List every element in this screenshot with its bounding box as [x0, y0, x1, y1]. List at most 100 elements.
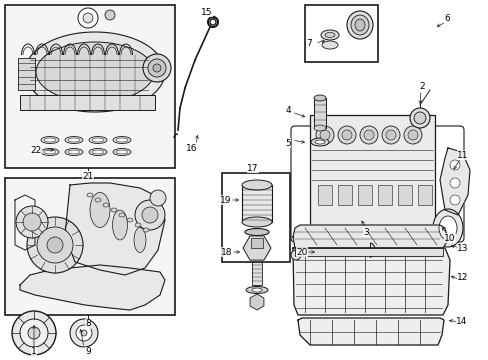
Ellipse shape — [68, 138, 80, 142]
Circle shape — [83, 13, 93, 23]
Text: 11: 11 — [456, 150, 468, 159]
Circle shape — [70, 319, 98, 347]
Circle shape — [315, 126, 333, 144]
Bar — [222, 173, 289, 262]
Ellipse shape — [116, 138, 128, 142]
Bar — [337, 185, 351, 205]
Bar — [309, 115, 434, 225]
Text: 4: 4 — [285, 105, 290, 114]
Ellipse shape — [111, 208, 117, 212]
Circle shape — [27, 217, 83, 273]
Polygon shape — [292, 248, 449, 315]
Circle shape — [409, 108, 429, 128]
Circle shape — [81, 330, 87, 336]
Bar — [5, 178, 175, 315]
Circle shape — [78, 8, 98, 28]
Ellipse shape — [438, 216, 456, 240]
Ellipse shape — [36, 42, 154, 102]
Circle shape — [337, 126, 355, 144]
Circle shape — [47, 237, 63, 253]
Ellipse shape — [245, 287, 267, 293]
Polygon shape — [65, 183, 164, 275]
Circle shape — [407, 130, 417, 140]
Ellipse shape — [325, 32, 334, 37]
Ellipse shape — [112, 210, 127, 240]
Text: 15: 15 — [201, 8, 212, 17]
Ellipse shape — [44, 150, 56, 154]
Polygon shape — [292, 225, 447, 248]
Text: 2: 2 — [418, 81, 424, 90]
Ellipse shape — [41, 136, 59, 144]
Bar — [250, 238, 263, 248]
Bar — [18, 58, 35, 90]
Ellipse shape — [320, 30, 338, 40]
Bar — [20, 95, 155, 110]
Ellipse shape — [313, 125, 325, 131]
Polygon shape — [439, 148, 469, 215]
Ellipse shape — [313, 95, 325, 101]
Ellipse shape — [41, 149, 59, 156]
Circle shape — [359, 126, 377, 144]
Circle shape — [153, 64, 161, 72]
Circle shape — [76, 325, 92, 341]
Bar — [5, 5, 175, 168]
Circle shape — [341, 130, 351, 140]
Circle shape — [449, 160, 459, 170]
Circle shape — [23, 213, 41, 231]
Circle shape — [319, 130, 329, 140]
Ellipse shape — [68, 150, 80, 154]
Text: 3: 3 — [363, 228, 368, 237]
Text: 5: 5 — [285, 139, 290, 148]
Text: 13: 13 — [456, 243, 468, 252]
Text: 16: 16 — [186, 144, 197, 153]
Circle shape — [20, 319, 48, 347]
Ellipse shape — [119, 213, 125, 217]
Ellipse shape — [92, 150, 104, 154]
Ellipse shape — [242, 217, 271, 227]
Ellipse shape — [251, 288, 262, 292]
Bar — [251, 262, 262, 285]
Ellipse shape — [113, 149, 131, 156]
Text: 22: 22 — [30, 145, 41, 154]
Ellipse shape — [242, 180, 271, 190]
Ellipse shape — [244, 229, 268, 235]
Text: 6: 6 — [443, 14, 449, 23]
Circle shape — [363, 130, 373, 140]
Polygon shape — [297, 318, 443, 345]
Ellipse shape — [135, 223, 141, 227]
Circle shape — [150, 190, 165, 206]
Bar — [242, 185, 271, 222]
Bar — [305, 5, 377, 62]
Ellipse shape — [346, 11, 372, 39]
Ellipse shape — [25, 32, 164, 112]
Ellipse shape — [89, 136, 107, 144]
Circle shape — [148, 59, 165, 77]
Bar — [357, 185, 371, 205]
Circle shape — [413, 112, 425, 124]
Circle shape — [16, 206, 48, 238]
Circle shape — [449, 195, 459, 205]
Bar — [313, 98, 325, 128]
Text: 12: 12 — [456, 274, 468, 283]
Text: 10: 10 — [443, 234, 455, 243]
Text: 17: 17 — [247, 163, 258, 172]
Ellipse shape — [65, 136, 83, 144]
Circle shape — [135, 200, 164, 230]
Text: 7: 7 — [305, 39, 311, 48]
Circle shape — [381, 126, 399, 144]
Ellipse shape — [310, 138, 328, 146]
FancyBboxPatch shape — [290, 126, 463, 242]
Circle shape — [142, 207, 158, 223]
Circle shape — [290, 250, 301, 260]
Text: 8: 8 — [85, 320, 91, 328]
Bar — [417, 185, 431, 205]
Ellipse shape — [314, 140, 325, 144]
Ellipse shape — [116, 150, 128, 154]
Ellipse shape — [142, 228, 149, 232]
Text: 14: 14 — [455, 318, 467, 327]
Ellipse shape — [65, 149, 83, 156]
Ellipse shape — [134, 228, 146, 252]
Circle shape — [449, 178, 459, 188]
Text: 1: 1 — [31, 347, 37, 356]
Ellipse shape — [113, 136, 131, 144]
